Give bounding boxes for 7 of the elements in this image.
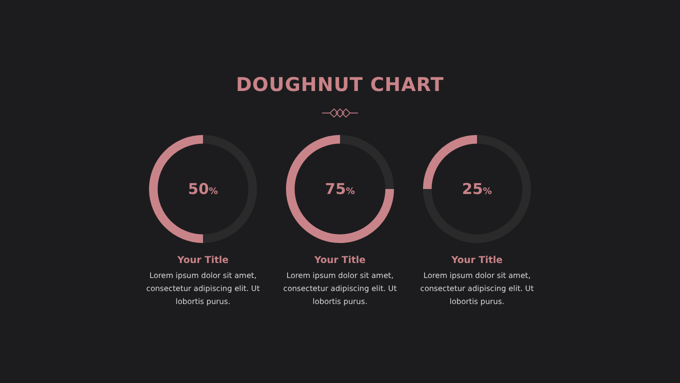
text: 25%: [461, 180, 493, 200]
text: 75%: [324, 180, 356, 200]
text: 50%: [187, 180, 219, 200]
text: Your Title: [450, 255, 504, 266]
text: Your Title: [313, 255, 367, 266]
text: Your Title: [176, 255, 230, 266]
chart-title: DOUGHNUT CHART: [234, 74, 446, 96]
